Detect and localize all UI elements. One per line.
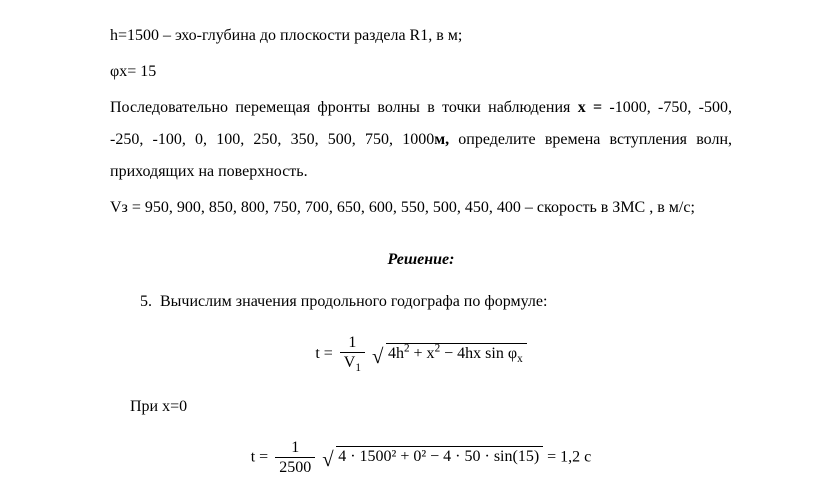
formula-hodograph: t = 1 V1 4h2 + x2 − 4hx sin φx (110, 333, 732, 376)
formula2-rhs: = 1,2 с (547, 448, 591, 465)
frac-numerator: 1 (340, 333, 365, 353)
formula2-lhs: t = (251, 448, 268, 465)
task-bold-m: м, (434, 131, 449, 148)
task-bold-x: x = (578, 99, 610, 116)
task-text-1: Последовательно перемещая фронты волны в… (110, 99, 578, 116)
square-root: 4h2 + x2 − 4hx sin φx (372, 338, 527, 371)
frac2-denominator: 2500 (275, 458, 315, 477)
list-text: Вычислим значения продольного годографа … (160, 293, 547, 310)
list-number: 5. (140, 293, 152, 310)
at-x-zero: При x=0 (130, 391, 732, 423)
formula-lhs: t = (315, 345, 332, 362)
solution-heading: Решение: (110, 244, 732, 276)
definition-vz: Vз = 950, 900, 850, 800, 750, 700, 650, … (110, 192, 732, 224)
definition-phix: φx= 15 (110, 56, 732, 88)
list-item-5: 5. Вычислим значения продольного годогра… (140, 286, 732, 318)
sqrt2-expression: 4 · 1500² + 0² − 4 · 50 · sin(15) (336, 446, 543, 465)
frac2-numerator: 1 (275, 438, 315, 458)
fraction-2: 1 2500 (275, 438, 315, 477)
sqrt-expression: 4h2 + x2 − 4hx sin φx (386, 343, 527, 362)
definition-h: h=1500 – эхо-глубина до плоскости раздел… (110, 20, 732, 52)
square-root-2: 4 · 1500² + 0² − 4 · 50 · sin(15) (322, 441, 543, 473)
formula-calculated: t = 1 2500 4 · 1500² + 0² − 4 · 50 · sin… (110, 438, 732, 477)
fraction: 1 V1 (340, 333, 365, 376)
frac-denominator: V1 (340, 353, 365, 376)
task-paragraph: Последовательно перемещая фронты волны в… (110, 92, 732, 188)
